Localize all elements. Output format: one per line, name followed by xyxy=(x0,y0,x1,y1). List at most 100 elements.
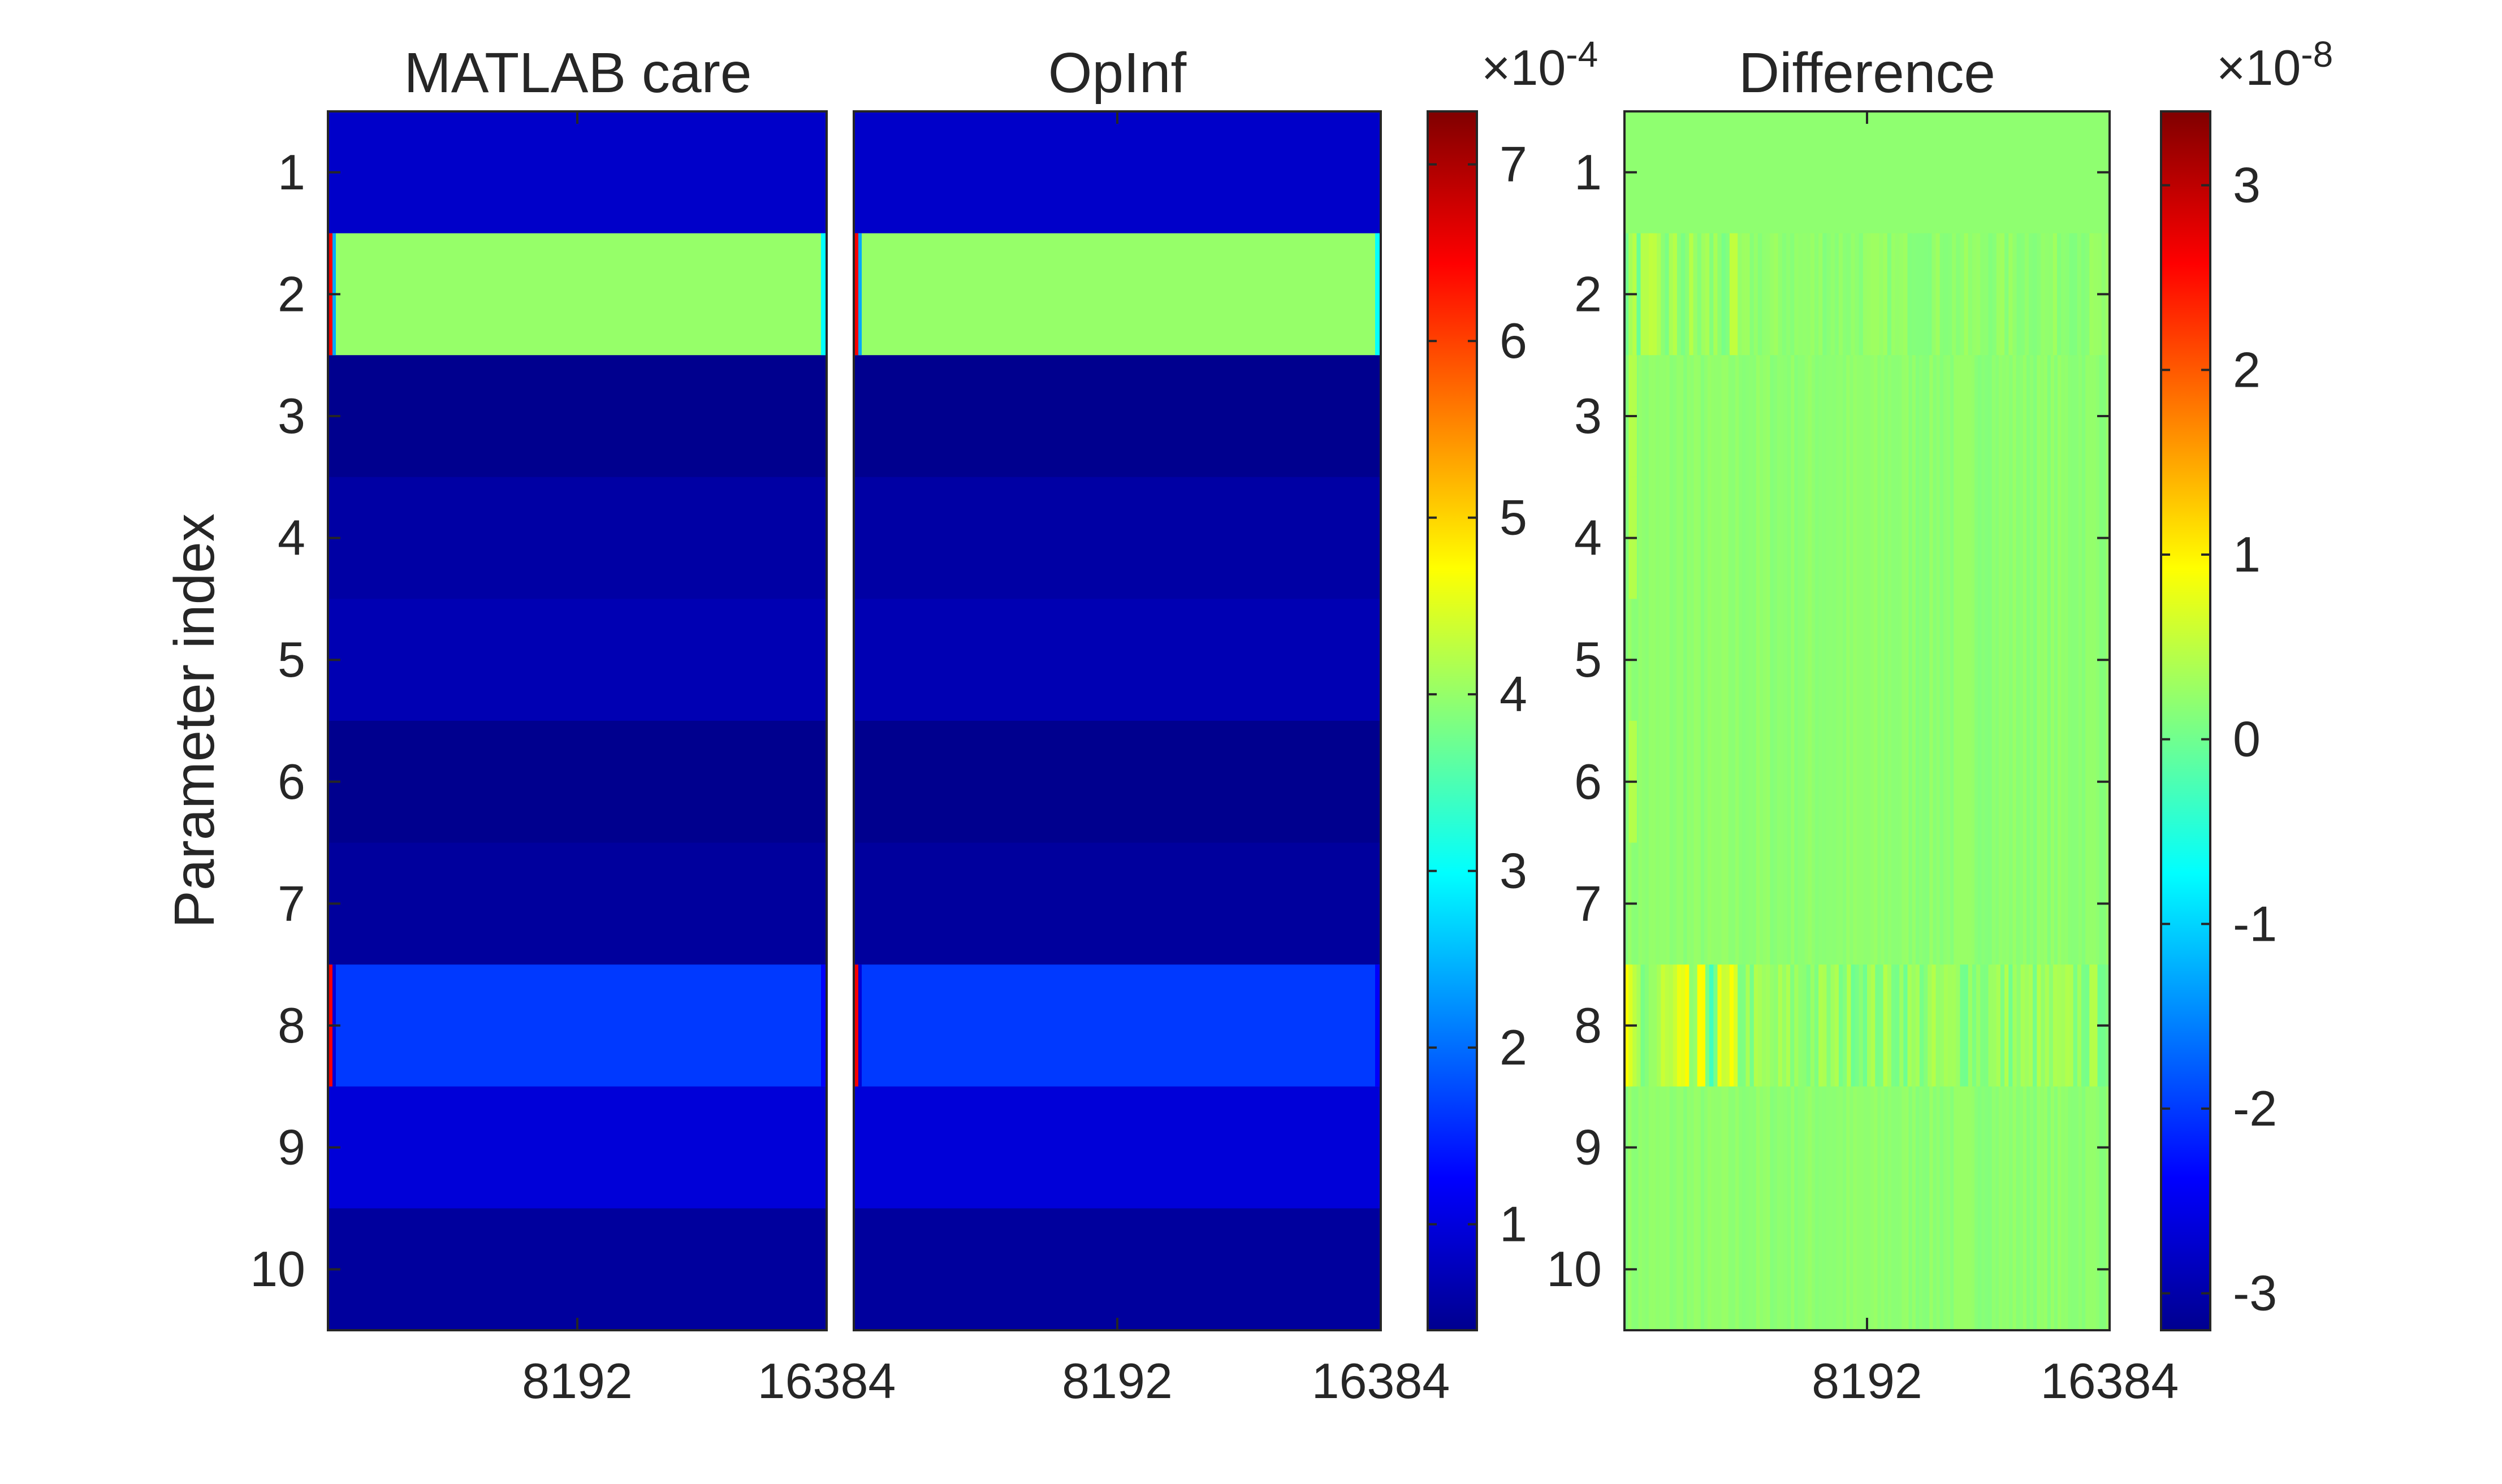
difference-noise-cell-row-8 xyxy=(1742,964,1746,1087)
difference-noise-cell-row-2 xyxy=(1879,233,1883,356)
difference-stripe xyxy=(1960,233,1964,1331)
edge-spike-left2-row-8 xyxy=(858,964,862,1087)
difference-noise-cell-row-2 xyxy=(1648,233,1653,356)
difference-noise-cell-row-8 xyxy=(1826,964,1831,1087)
difference-stripe xyxy=(2026,233,2030,1331)
difference-noise-cell-row-2 xyxy=(1939,233,1944,356)
difference-stripe xyxy=(1763,233,1767,1331)
edge-spike-right-row-8 xyxy=(1375,964,1381,1087)
difference-stripe xyxy=(2089,233,2093,1331)
axis-ticks-difference: 8192 16384 1 2 3 4 5 6 7 8 9 10 xyxy=(1546,111,2179,1409)
difference-noise-cell-row-8 xyxy=(2037,964,2041,1087)
y-tick-label: 7 xyxy=(278,875,305,931)
colorbar-difference-gradient xyxy=(2160,110,2211,1331)
difference-noise-cell-row-8 xyxy=(1762,964,1766,1087)
difference-noise-cell-row-2 xyxy=(1935,233,1940,356)
difference-noise-cell-row-2 xyxy=(1956,233,1960,356)
difference-noise-cell-row-2 xyxy=(1895,233,1900,356)
x-tick-label: 16384 xyxy=(758,1353,896,1409)
difference-noise-cell-row-8 xyxy=(1984,964,1989,1087)
difference-noise-cell-row-8 xyxy=(1798,964,1803,1087)
difference-noise-cell-row-2 xyxy=(1871,233,1876,356)
difference-noise-cell-row-8 xyxy=(1713,964,1718,1087)
difference-stripe xyxy=(2043,233,2047,1331)
difference-noise-cell-row-8 xyxy=(1996,964,2001,1087)
difference-stripe xyxy=(1811,233,1816,1331)
difference-stripe xyxy=(1943,233,1947,1331)
difference-stripe xyxy=(2040,233,2044,1331)
difference-noise-cell-row-2 xyxy=(1976,233,1981,356)
difference-noise-cell-row-2 xyxy=(1729,233,1734,356)
difference-noise-cell-row-8 xyxy=(1952,964,1956,1087)
difference-stripe xyxy=(1912,233,1916,1331)
difference-noise-cell-row-2 xyxy=(1676,233,1682,356)
difference-noise-cell-row-2 xyxy=(1838,233,1843,356)
difference-stripe xyxy=(1887,233,1892,1331)
difference-noise-cell-row-2 xyxy=(1786,233,1791,356)
difference-noise-cell-row-2 xyxy=(2000,233,2005,356)
difference-stripe xyxy=(1714,233,1718,1331)
difference-noise-cell-row-8 xyxy=(1782,964,1787,1087)
difference-noise-cell-row-8 xyxy=(1907,964,1912,1087)
difference-stripe xyxy=(1988,233,1992,1331)
difference-stripe xyxy=(1964,233,1968,1331)
difference-stripe xyxy=(2068,233,2072,1331)
difference-noise-cell-row-8 xyxy=(1701,964,1706,1087)
difference-noise-cell-row-2 xyxy=(1778,233,1783,356)
difference-noise-cell-row-8 xyxy=(1786,964,1791,1087)
difference-stripe xyxy=(1839,233,1843,1331)
difference-stripe xyxy=(2033,233,2037,1331)
difference-noise-cell-row-8 xyxy=(1972,964,1977,1087)
y-tick-label: 10 xyxy=(250,1241,305,1297)
colorbar-tick-label: 0 xyxy=(2233,711,2261,767)
y-tick-label: 10 xyxy=(1546,1241,1602,1297)
difference-noise-cell-row-8 xyxy=(1992,964,1997,1087)
difference-noise-cell-row-8 xyxy=(2085,964,2090,1087)
difference-noise-cell-row-2 xyxy=(2077,233,2082,356)
difference-stripe xyxy=(1922,233,1926,1331)
difference-stripe xyxy=(2037,233,2041,1331)
difference-noise-cell-row-2 xyxy=(1867,233,1872,356)
difference-stripe xyxy=(1718,233,1722,1331)
difference-noise-cell-row-2 xyxy=(1931,233,1936,356)
axis-ticks-opinf: 8192 16384 xyxy=(1062,111,1450,1409)
heatmap-row-3 xyxy=(328,355,827,478)
difference-noise-cell-row-2 xyxy=(1685,233,1689,356)
difference-noise-cell-row-8 xyxy=(1976,964,1981,1087)
difference-noise-cell-row-2 xyxy=(1851,233,1855,356)
difference-stripe xyxy=(1728,233,1732,1331)
difference-noise-cell-row-2 xyxy=(2073,233,2078,356)
difference-noise-cell-row-2 xyxy=(1875,233,1879,356)
difference-noise-cell-row-2 xyxy=(1790,233,1795,356)
difference-stripe xyxy=(2050,233,2055,1331)
y-tick-label: 9 xyxy=(278,1119,305,1175)
difference-noise-cell-row-8 xyxy=(1790,964,1795,1087)
difference-noise-cell-row-8 xyxy=(1980,964,1985,1087)
difference-stripe xyxy=(1843,233,1847,1331)
difference-noise-cell-row-2 xyxy=(1753,233,1758,356)
difference-stripe xyxy=(2002,233,2006,1331)
difference-noise-cell-row-2 xyxy=(1960,233,1964,356)
difference-stripe xyxy=(1801,233,1805,1331)
difference-noise-cell-row-8 xyxy=(1928,964,1932,1087)
difference-noise-cell-row-2 xyxy=(1705,233,1710,356)
difference-noise-cell-row-8 xyxy=(1943,964,1948,1087)
heatmap-row-2 xyxy=(854,233,1381,356)
difference-noise-cell-row-2 xyxy=(2033,233,2037,356)
difference-noise-cell-row-2 xyxy=(1818,233,1823,356)
difference-stripe xyxy=(1860,233,1864,1331)
difference-noise-cell-row-2 xyxy=(1734,233,1738,356)
y-axis-label: Parameter index xyxy=(163,513,226,928)
heatmap-row-2 xyxy=(328,233,827,356)
difference-noise-cell-row-2 xyxy=(1697,233,1702,356)
difference-stripe xyxy=(2071,233,2076,1331)
difference-noise-cell-row-2 xyxy=(1742,233,1746,356)
difference-stripe xyxy=(1929,233,1933,1331)
difference-noise-cell-row-2 xyxy=(1843,233,1847,356)
difference-noise-cell-row-8 xyxy=(2069,964,2073,1087)
difference-noise-cell-row-2 xyxy=(1762,233,1766,356)
difference-stripe xyxy=(1808,233,1812,1331)
difference-stripe xyxy=(1645,233,1649,1331)
difference-stripe xyxy=(1981,233,1985,1331)
difference-stripe xyxy=(1756,233,1760,1331)
